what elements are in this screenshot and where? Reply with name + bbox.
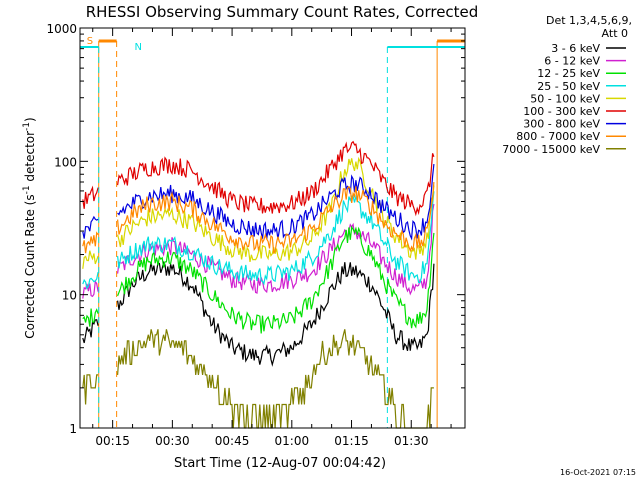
y-axis-label-main: Corrected Count Rate (s (23, 194, 37, 338)
legend-header-line-2: Att 0 (602, 27, 628, 40)
x-tick-label-4: 01:15 (334, 434, 369, 448)
y-axis-label-end: ) (23, 117, 37, 122)
y-tick-label-3: 1000 (46, 22, 77, 36)
span-annotation-n: N (135, 42, 142, 53)
x-tick-label-3: 01:00 (275, 434, 310, 448)
y-tick-label-2: 100 (54, 155, 77, 169)
y-tick-label-0: 1 (69, 422, 77, 436)
timestamp: 16-Oct-2021 07:15 (560, 468, 636, 477)
legend-label-6: 300 - 800 keV (523, 118, 600, 131)
legend-label-8: 7000 - 15000 keV (502, 143, 600, 156)
legend-label-0: 3 - 6 keV (551, 42, 600, 55)
x-tick-label-5: 01:30 (394, 434, 429, 448)
y-axis-label-sup1: -1 (22, 185, 32, 194)
y-axis-label-mid: detector (23, 131, 37, 186)
legend-label-7: 800 - 7000 keV (516, 130, 600, 143)
legend-header-line-1: Det 1,3,4,5,6,9, (546, 14, 632, 27)
legend-label-5: 100 - 300 keV (523, 105, 600, 118)
y-axis-label-sup2: -1 (22, 122, 32, 131)
legend-label-1: 6 - 12 keV (544, 55, 600, 68)
span-annotation-s: S (87, 36, 93, 47)
count-rate-chart: RHESSI Observing Summary Count Rates, Co… (0, 0, 640, 480)
chart-title: RHESSI Observing Summary Count Rates, Co… (86, 3, 479, 21)
legend-label-2: 12 - 25 keV (537, 67, 600, 80)
legend-label-3: 25 - 50 keV (537, 80, 600, 93)
x-tick-label-1: 00:30 (155, 434, 190, 448)
x-tick-label-0: 00:15 (95, 434, 130, 448)
y-tick-label-1: 10 (62, 289, 77, 303)
legend-label-4: 50 - 100 keV (530, 92, 600, 105)
x-axis-label: Start Time (12-Aug-07 00:04:42) (174, 456, 386, 471)
x-tick-label-2: 00:45 (215, 434, 250, 448)
y-axis-label: Corrected Count Rate (s-1 detector-1) (22, 117, 37, 338)
